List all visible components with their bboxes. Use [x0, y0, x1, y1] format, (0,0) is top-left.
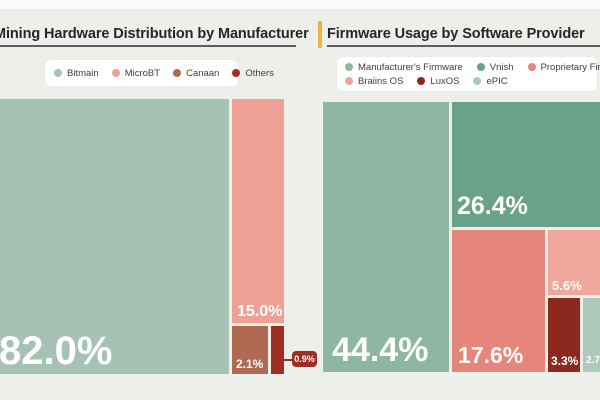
legend-item-luxos: LuxOS: [417, 76, 459, 87]
legend-dot-epic: [473, 77, 482, 85]
treemap-cell-bitmain: 82.0%: [0, 99, 229, 374]
legend-row-2: Braiins OS LuxOS ePIC: [345, 76, 589, 87]
callout-connector-line: [283, 359, 293, 361]
legend-dot-luxos: [417, 77, 426, 85]
legend-item-braiins-os: Braiins OS: [345, 76, 403, 87]
legend-label: Bitmain: [67, 67, 99, 79]
right-chart-legend: Manufacturer's Firmware Vnish Proprietar…: [337, 57, 600, 91]
treemap-cell-epic: 2.7%: [583, 298, 600, 372]
left-chart-title: Mining Hardware Distribution by Manufact…: [0, 26, 309, 42]
legend-label: MicroBT: [124, 67, 161, 79]
legend-item-microbt: MicroBT: [111, 67, 161, 79]
cell-value-label: 2.1%: [236, 357, 264, 371]
legend-item-manufacturers-firmware: Manufacturer's Firmware: [345, 62, 463, 73]
legend-item-others: Others: [232, 68, 274, 79]
treemap-cell-manufacturers-firmware: 44.4%: [323, 102, 449, 372]
cell-value-label: 2.7%: [586, 355, 600, 366]
legend-dot-canaan: [173, 69, 182, 77]
treemap-cell-braiins-os: 5.6%: [548, 230, 600, 295]
legend-label: Canaan: [186, 67, 220, 79]
legend-dot-braiins-os: [345, 77, 353, 85]
treemap-cell-proprietary-firmware: 17.6%: [452, 230, 545, 372]
legend-dot-manufacturers-firmware: [345, 63, 353, 71]
cell-value-label: 82.0%: [0, 329, 113, 373]
top-highlight-strip: [0, 0, 600, 9]
legend-item-epic: ePIC: [473, 75, 508, 87]
legend-item-vnish: Vnish: [476, 61, 514, 73]
right-chart-title: Firmware Usage by Software Provider: [327, 26, 585, 42]
right-title-underline: [327, 45, 600, 47]
cell-value-label: 5.6%: [552, 278, 582, 293]
legend-dot-others: [232, 69, 241, 77]
legend-item-proprietary-firmware: Proprietary Firmware: [527, 61, 600, 73]
legend-item-canaan: Canaan: [173, 68, 219, 79]
legend-dot-proprietary-firmware: [527, 63, 536, 71]
legend-label: LuxOS: [430, 75, 460, 87]
title-accent-bar: [318, 21, 322, 48]
treemap-cell-luxos: 3.3%: [548, 298, 580, 372]
treemap-cell-others: [271, 326, 284, 374]
legend-label: Vnish: [489, 61, 514, 73]
legend-dot-microbt: [111, 69, 120, 77]
cell-value-label: 44.4%: [332, 331, 429, 369]
left-chart-legend: Bitmain MicroBT Canaan Others: [45, 60, 274, 86]
legend-label: Braiins OS: [358, 75, 404, 87]
legend-label: ePIC: [486, 75, 508, 87]
legend-label: Manufacturer's Firmware: [358, 61, 463, 73]
cell-value-label: 17.6%: [458, 342, 524, 368]
callout-value-label: 0.9%: [294, 354, 315, 364]
legend-label: Proprietary Firmware: [540, 61, 600, 73]
left-title-underline: [0, 45, 296, 47]
cell-value-label: 15.0%: [237, 303, 283, 320]
treemap-cell-microbt: 15.0%: [232, 99, 284, 323]
legend-row-1: Manufacturer's Firmware Vnish Proprietar…: [345, 61, 600, 73]
cell-value-label: 26.4%: [457, 192, 528, 220]
legend-dot-bitmain: [54, 69, 62, 77]
treemap-cell-canaan: 2.1%: [232, 326, 268, 374]
callout-badge-others: 0.9%: [292, 351, 317, 367]
legend-item-bitmain: Bitmain: [54, 68, 99, 79]
treemap-cell-vnish: 26.4%: [452, 102, 600, 227]
legend-label: Others: [245, 67, 274, 79]
cell-value-label: 3.3%: [551, 354, 579, 368]
legend-dot-vnish: [476, 63, 485, 71]
